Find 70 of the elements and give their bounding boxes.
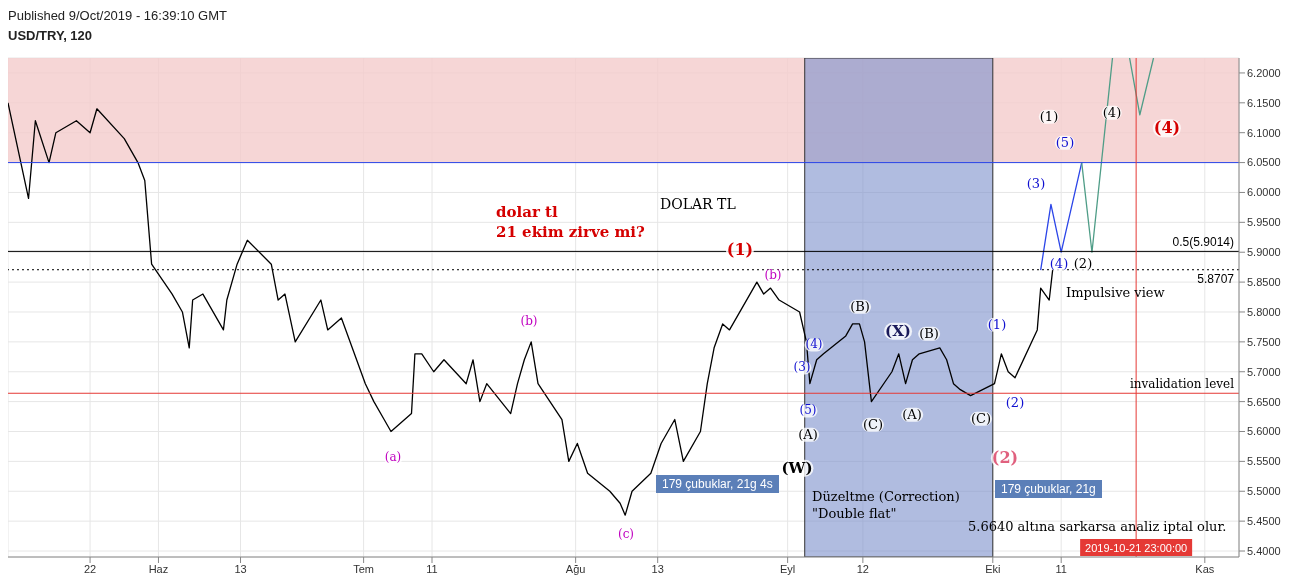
- y-tick-label: 6.0500: [1247, 156, 1281, 169]
- annotation: (4): [1152, 118, 1182, 138]
- annotation: (1): [986, 316, 1008, 333]
- annotation: 179 çubuklar, 21g 4s: [656, 475, 779, 493]
- annotation: (c): [616, 527, 636, 542]
- y-tick-label: 5.9000: [1247, 246, 1281, 259]
- y-tick-label: 5.7500: [1247, 335, 1281, 348]
- annotation: "Double flat": [812, 506, 897, 521]
- annotation: (C): [861, 416, 885, 433]
- ref-line-label: 5.8707: [1197, 272, 1235, 287]
- ref-line-label: 0.5(5.9014): [1172, 235, 1234, 250]
- x-tick-label: 13: [651, 562, 664, 575]
- y-tick-label: 5.7000: [1247, 365, 1281, 378]
- annotation: 21 ekim zirve mi?: [496, 223, 645, 241]
- annotation: (2): [1004, 394, 1026, 411]
- annotation: (C): [969, 410, 993, 427]
- y-tick-label: 5.5500: [1247, 455, 1281, 468]
- annotation: Impulsive view: [1066, 285, 1165, 300]
- y-tick-label: 6.2000: [1247, 66, 1281, 79]
- annotation: DOLAR TL: [660, 196, 736, 212]
- x-tick-label: Eyl: [779, 562, 796, 575]
- annotation: (W): [780, 458, 814, 477]
- chart-title: USD/TRY, 120: [8, 28, 94, 45]
- annotation: (2): [1072, 255, 1094, 272]
- x-tick-label: Ağu: [565, 562, 586, 575]
- annotation: (2): [990, 448, 1020, 468]
- annotation: (4): [1101, 104, 1123, 121]
- annotation: (5): [798, 403, 818, 418]
- annotation: 179 çubuklar, 21g: [995, 480, 1102, 498]
- chart-subtitle: Published 9/Oct/2019 - 16:39:10 GMT: [8, 8, 228, 25]
- y-tick-label: 6.1000: [1247, 126, 1281, 139]
- x-tick-label: 11: [1055, 562, 1067, 575]
- annotation: (3): [792, 360, 812, 375]
- y-tick-label: 5.4500: [1247, 515, 1281, 528]
- x-tick-label: 12: [856, 562, 869, 575]
- ref-line-label: invalidation level: [1129, 377, 1235, 392]
- y-tick-label: 5.5000: [1247, 485, 1281, 498]
- y-tick-label: 5.8000: [1247, 305, 1281, 318]
- annotation: (B): [849, 298, 871, 315]
- y-tick-label: 5.6500: [1247, 395, 1281, 408]
- y-tick-label: 5.6000: [1247, 425, 1281, 438]
- y-tick-label: 6.1500: [1247, 96, 1281, 109]
- annotation: (5): [1054, 134, 1076, 151]
- x-tick-label: 22: [83, 562, 97, 575]
- annotation: (b): [763, 268, 783, 283]
- x-tick-label: Tem: [353, 562, 375, 575]
- x-tick-label: 11: [426, 562, 438, 575]
- y-tick-label: 5.8500: [1247, 276, 1281, 289]
- annotation: 5.6640 altına sarkarsa analiz iptal olur.: [968, 519, 1227, 534]
- x-tick-label: Kas: [1195, 562, 1215, 575]
- annotation: (4): [1048, 255, 1070, 272]
- annotation: (X): [884, 321, 912, 340]
- annotation: (b): [519, 314, 539, 329]
- y-tick-label: 5.4000: [1247, 544, 1281, 557]
- annotation: (A): [797, 426, 819, 443]
- y-tick-label: 5.9500: [1247, 216, 1281, 229]
- annotation: (1): [1038, 108, 1060, 125]
- annotation: (1): [725, 240, 755, 260]
- annotation: dolar tl: [496, 203, 558, 221]
- x-tick-label: Eki: [985, 562, 1001, 575]
- annotation: (3): [1025, 175, 1047, 192]
- annotation: (A): [901, 406, 923, 423]
- ref-line-label: 2019-10-21 23:00:00: [1085, 542, 1188, 554]
- annotation: Düzeltme (Correction): [812, 489, 960, 504]
- x-tick-label: 13: [234, 562, 247, 575]
- x-tick-label: Haz: [148, 562, 169, 575]
- annotation: (a): [383, 450, 403, 465]
- annotation: (B): [918, 325, 940, 342]
- y-tick-label: 6.0000: [1247, 186, 1281, 199]
- annotation: (4): [804, 337, 824, 352]
